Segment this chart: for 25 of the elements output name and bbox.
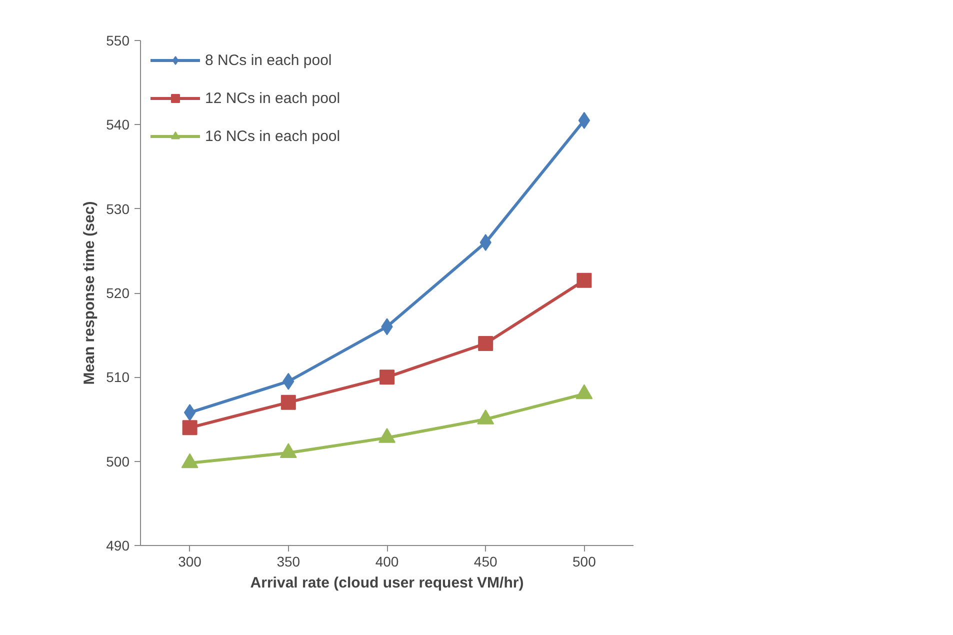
point: [480, 234, 492, 251]
legend-label: 16 NCs in each pool: [205, 128, 340, 144]
y-tick-label: 540: [106, 116, 130, 133]
point: [478, 336, 494, 351]
y-axis-title: Mean response time (sec): [81, 201, 98, 385]
y-tick-label: 500: [106, 453, 130, 470]
y-tick-label: 530: [106, 200, 130, 217]
x-tick-label: 450: [474, 554, 498, 570]
point: [576, 272, 592, 288]
x-tick-label: 350: [276, 554, 300, 570]
x-tick-label: 400: [375, 554, 399, 570]
y-tick-label: 520: [106, 285, 130, 301]
y-tick-label: 510: [106, 369, 130, 386]
x-tick-label: 300: [178, 554, 202, 570]
point: [182, 420, 198, 436]
legend-label: 12 NCs in each pool: [205, 90, 340, 106]
y-tick-label: 490: [106, 538, 130, 554]
point: [184, 404, 196, 422]
x-tick-label: 500: [572, 554, 596, 570]
point: [380, 370, 394, 385]
y-tick-label: 550: [106, 32, 130, 48]
point: [578, 112, 590, 129]
legend-label: 8 NCs in each pool: [205, 52, 332, 68]
x-axis-title: Arrival rate (cloud user request VM/hr): [250, 574, 524, 592]
point: [280, 394, 296, 410]
